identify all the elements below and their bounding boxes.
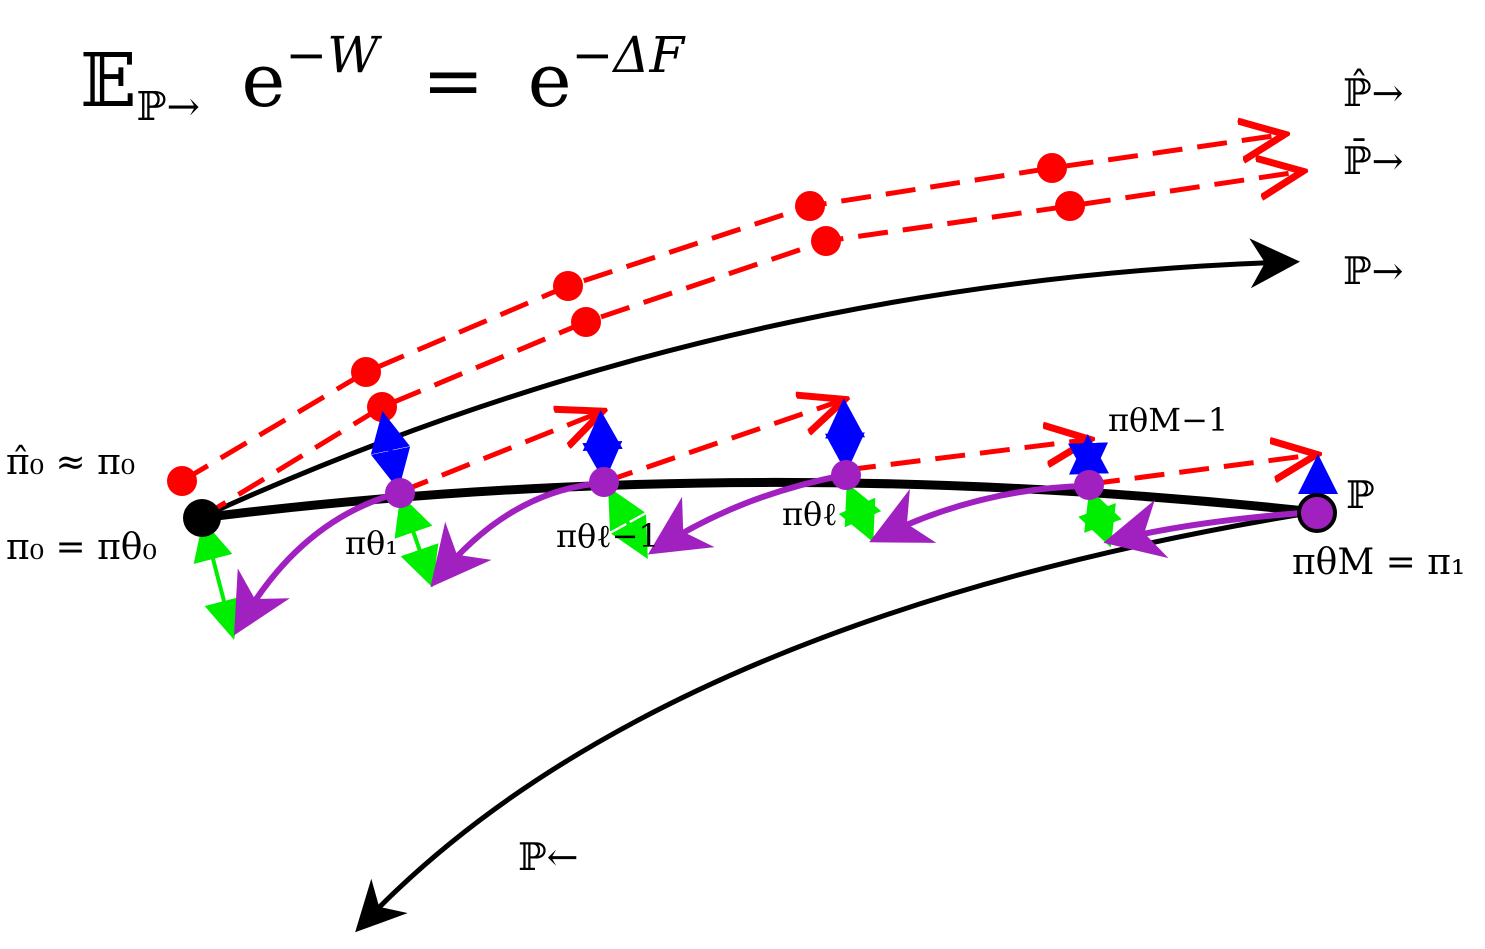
blue-arrows	[370, 398, 1338, 498]
label-p-bar-forward: ℙ̄→	[1343, 139, 1404, 183]
red-dot	[367, 392, 397, 422]
pi-theta-point	[1074, 470, 1104, 500]
purple-arrow	[234, 490, 399, 636]
exponent-lhs: −W	[285, 26, 379, 84]
expectation-symbol: 𝔼	[80, 38, 137, 124]
purple-arrow	[1103, 499, 1316, 559]
blue-arrow	[824, 398, 866, 473]
forward-path-p-arrow	[198, 238, 1300, 521]
backward-path-p-arrow	[355, 509, 1316, 933]
exp-rhs: e	[527, 38, 572, 124]
pi-theta-point	[385, 478, 415, 508]
exponent-rhs: −ΔF	[571, 26, 685, 84]
label-pi-theta-M-minus-1: πθM−1	[1108, 401, 1229, 439]
label-p-backward: ℙ←	[518, 835, 579, 879]
red-dot	[351, 357, 381, 387]
red-segment-2	[603, 401, 840, 485]
green-arrow	[838, 482, 882, 543]
purple-arrow	[869, 483, 1089, 543]
pi-theta-point	[589, 467, 619, 497]
expectation-subscript: ℙ→	[136, 84, 200, 130]
green-arrow	[608, 486, 648, 560]
red-dot	[553, 271, 583, 301]
red-dot	[1037, 153, 1067, 183]
equation: 𝔼ℙ→ e−W = e−ΔF	[80, 30, 684, 127]
red-segment-4	[1089, 455, 1312, 487]
green-arrow	[394, 494, 439, 588]
red-segment-1	[399, 413, 598, 495]
red-dot	[811, 226, 841, 256]
red-path-lower	[198, 172, 1298, 521]
purple-backward-arrows	[234, 472, 1316, 636]
exp-lhs: e	[241, 38, 286, 124]
green-arrows	[193, 482, 1122, 640]
label-p-hat-forward: ℙ̂→	[1343, 71, 1404, 115]
equals-sign: =	[422, 38, 485, 124]
blue-arrow	[370, 411, 411, 490]
red-dot	[571, 307, 601, 337]
red-dot	[1055, 191, 1085, 221]
red-sample-points	[167, 153, 1085, 496]
red-sample-paths	[180, 135, 1312, 521]
red-segment-3	[845, 440, 1085, 473]
label-p-forward: ℙ→	[1343, 249, 1404, 293]
start-point-pi0	[183, 499, 221, 537]
green-arrow	[1078, 488, 1122, 548]
label-pi-theta-l-minus-1: πθℓ−1	[556, 517, 659, 555]
label-pi0-hat: π̂₀ ≈ π₀	[6, 442, 136, 483]
intermediate-points	[385, 460, 1104, 508]
label-pi-theta-M: πθM = π₁	[1292, 542, 1466, 583]
label-pi0: π₀ = πθ₀	[6, 527, 157, 568]
purple-arrow	[647, 472, 846, 555]
blue-arrow	[1068, 434, 1109, 483]
purple-arrow	[430, 480, 604, 588]
label-pi-theta1: πθ₁	[345, 524, 399, 562]
green-arrow	[193, 520, 244, 640]
red-dot	[795, 191, 825, 221]
label-p: ℙ	[1346, 473, 1375, 517]
red-dot	[167, 466, 197, 496]
pi-theta-point	[831, 460, 861, 490]
blue-arrow	[582, 410, 623, 482]
main-path-p	[199, 477, 1316, 523]
red-path-upper	[180, 135, 1280, 484]
label-pi-theta-l: πθℓ	[782, 495, 838, 533]
end-point-pi1	[1297, 493, 1337, 533]
